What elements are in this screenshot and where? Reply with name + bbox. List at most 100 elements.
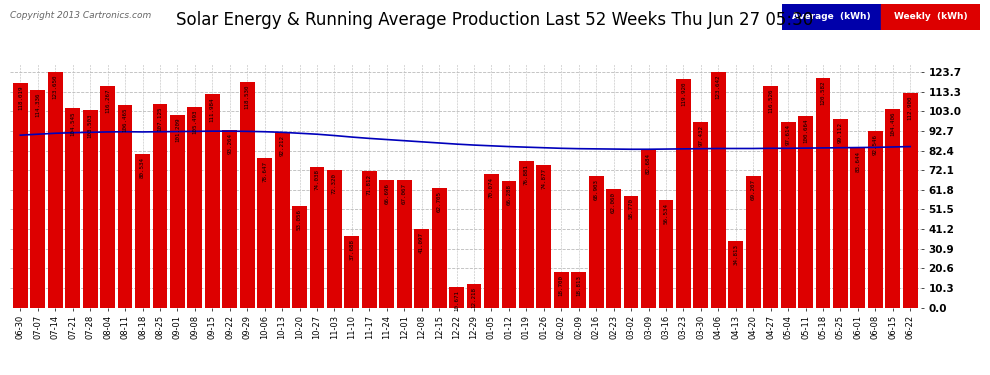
Bar (745, 176, 760, 308)
Text: 80.534: 80.534 (140, 157, 145, 178)
Bar (693, 122, 708, 308)
Bar (885, 109, 900, 308)
Bar (170, 115, 185, 308)
Bar (31, 90, 46, 308)
Text: 69.207: 69.207 (750, 178, 755, 200)
Text: 112.900: 112.900 (908, 95, 913, 120)
Text: 114.336: 114.336 (36, 93, 41, 117)
Text: 56.534: 56.534 (663, 203, 668, 224)
Text: 34.813: 34.813 (734, 244, 739, 265)
Bar (782, 4, 881, 30)
Text: 123.642: 123.642 (716, 75, 721, 99)
Bar (292, 207, 307, 308)
Text: 66.696: 66.696 (384, 183, 389, 204)
Text: 18.700: 18.700 (558, 275, 563, 296)
Text: 123.650: 123.650 (52, 75, 57, 99)
Text: 93.264: 93.264 (228, 133, 233, 154)
Bar (223, 130, 238, 308)
Bar (65, 108, 80, 307)
Text: 119.920: 119.920 (681, 82, 686, 106)
Text: 120.582: 120.582 (821, 81, 826, 105)
Text: 12.218: 12.218 (471, 287, 476, 308)
Bar (135, 154, 149, 308)
Text: 53.056: 53.056 (297, 209, 302, 230)
Bar (624, 196, 639, 308)
Bar (658, 200, 673, 308)
Bar (466, 284, 481, 308)
Text: 37.688: 37.688 (349, 238, 354, 260)
Text: 74.038: 74.038 (315, 170, 320, 190)
Bar (642, 150, 656, 308)
Bar (397, 180, 412, 308)
Bar (781, 122, 796, 308)
Bar (205, 94, 220, 308)
Bar (310, 166, 325, 308)
Bar (833, 119, 847, 308)
Text: 100.664: 100.664 (803, 118, 808, 143)
Text: 103.503: 103.503 (88, 113, 93, 138)
Bar (48, 72, 62, 308)
Bar (676, 79, 691, 308)
Bar (553, 272, 568, 308)
Text: 74.877: 74.877 (542, 168, 546, 189)
Text: 41.097: 41.097 (419, 232, 424, 253)
Text: 111.984: 111.984 (210, 97, 215, 122)
Bar (606, 189, 621, 308)
Text: 104.545: 104.545 (70, 111, 75, 136)
Text: 101.209: 101.209 (175, 118, 180, 142)
Text: 70.074: 70.074 (489, 177, 494, 198)
Text: 104.406: 104.406 (890, 111, 895, 136)
Text: 116.526: 116.526 (768, 88, 773, 113)
Bar (711, 72, 726, 308)
Bar (763, 86, 778, 308)
Bar (362, 171, 377, 308)
Text: 71.812: 71.812 (367, 174, 372, 195)
Bar (240, 82, 254, 308)
Text: 118.019: 118.019 (18, 86, 23, 110)
Text: 116.267: 116.267 (105, 89, 110, 114)
Text: 67.067: 67.067 (402, 183, 407, 204)
Bar (327, 170, 342, 308)
Text: Weekly  (kWh): Weekly (kWh) (894, 12, 967, 21)
Bar (414, 229, 429, 308)
Bar (100, 86, 115, 308)
Bar (850, 148, 865, 308)
Bar (152, 104, 167, 308)
Text: 83.644: 83.644 (855, 151, 860, 172)
Text: 62.705: 62.705 (437, 191, 442, 212)
Text: 78.647: 78.647 (262, 160, 267, 182)
Bar (83, 110, 98, 308)
Bar (881, 4, 980, 30)
Bar (379, 180, 394, 308)
Bar (816, 78, 831, 308)
Bar (449, 287, 464, 308)
Bar (589, 176, 604, 308)
Text: 58.770: 58.770 (629, 198, 634, 219)
Text: 97.614: 97.614 (786, 124, 791, 146)
Bar (537, 165, 551, 308)
Text: 72.320: 72.320 (332, 172, 337, 194)
Bar (502, 181, 517, 308)
Text: Copyright 2013 Cartronics.com: Copyright 2013 Cartronics.com (10, 11, 151, 20)
Bar (187, 106, 202, 308)
Text: 10.671: 10.671 (454, 290, 459, 311)
Text: 18.813: 18.813 (576, 274, 581, 296)
Bar (345, 236, 359, 308)
Text: 106.465: 106.465 (123, 108, 128, 132)
Bar (903, 93, 918, 308)
Bar (571, 272, 586, 308)
Text: 92.212: 92.212 (279, 135, 284, 156)
Bar (868, 131, 883, 308)
Text: Solar Energy & Running Average Production Last 52 Weeks Thu Jun 27 05:30: Solar Energy & Running Average Productio… (176, 11, 814, 29)
Bar (798, 116, 813, 308)
Bar (432, 188, 446, 308)
Bar (484, 174, 499, 308)
Bar (274, 132, 289, 308)
Bar (519, 161, 534, 308)
Text: 66.288: 66.288 (507, 184, 512, 205)
Text: 92.546: 92.546 (873, 134, 878, 155)
Text: 99.112: 99.112 (838, 122, 842, 142)
Text: 118.530: 118.530 (245, 85, 249, 109)
Text: 107.125: 107.125 (157, 106, 162, 131)
Text: 68.903: 68.903 (594, 179, 599, 200)
